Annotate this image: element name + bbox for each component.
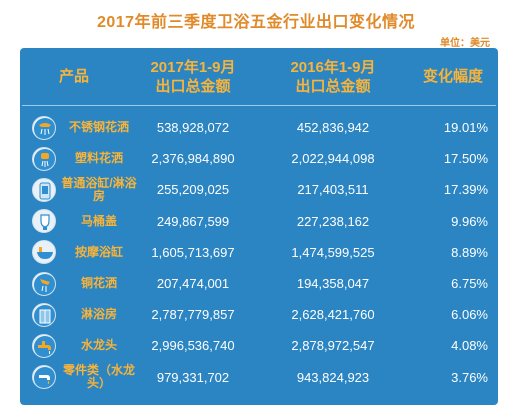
header-2016: 2016年1-9月 出口总金额	[290, 58, 376, 95]
value-2016: 2,878,972,547	[291, 338, 375, 354]
product-name: 普通浴缸/淋浴房	[61, 175, 137, 203]
copper-shower-icon	[32, 271, 56, 296]
toilet-icon	[32, 209, 56, 234]
change-value: 17.50%	[443, 151, 488, 167]
change-value: 6.06%	[451, 307, 488, 323]
value-2016: 217,403,511	[297, 182, 369, 198]
faucet-part-icon	[32, 365, 56, 390]
value-2017: 1,605,713,697	[151, 244, 235, 260]
table-row: 按摩浴缸 1,605,713,697 1,474,599,525 8.89%	[20, 237, 498, 268]
value-2016: 194,358,047	[296, 276, 370, 292]
value-2017: 2,996,536,740	[151, 338, 235, 354]
chart-title: 2017年前三季度卫浴五金行业出口变化情况	[96, 14, 416, 31]
value-2017: 2,787,779,857	[151, 307, 235, 323]
value-2016: 1,474,599,525	[291, 244, 375, 260]
product-name: 铜花洒	[80, 276, 117, 291]
value-2017: 2,376,984,890	[151, 151, 235, 167]
change-value: 8.89%	[451, 244, 488, 260]
bathtub-icon	[32, 177, 56, 202]
change-value: 4.08%	[451, 338, 488, 354]
value-2017: 979,331,702	[156, 369, 230, 385]
table-row: 铜花洒 207,474,001 194,358,047 6.75%	[20, 268, 498, 299]
change-value: 3.76%	[451, 369, 488, 385]
product-name: 零件类（水龙头）	[62, 363, 135, 391]
value-2016: 452,836,942	[296, 120, 370, 136]
value-2016: 2,628,421,760	[291, 307, 375, 323]
table-body: 不锈钢花洒 538,928,072 452,836,942 19.01% 塑料花洒 2,3…	[20, 112, 498, 393]
value-2017: 255,209,025	[156, 182, 230, 198]
change-value: 6.75%	[451, 276, 488, 292]
shower-icon	[32, 146, 56, 171]
header-product: 产品	[58, 68, 89, 85]
table-row: 不锈钢花洒 538,928,072 452,836,942 19.01%	[20, 112, 498, 143]
shower-head-icon	[32, 115, 56, 140]
unit-label: 单位：美元	[440, 38, 490, 49]
value-2016: 227,238,162	[296, 213, 370, 229]
value-2017: 249,867,599	[156, 213, 230, 229]
value-2016: 2,022,944,098	[291, 151, 375, 167]
value-2017: 207,474,001	[156, 276, 230, 292]
table-row: 马桶盖 249,867,599 227,238,162 9.96%	[20, 206, 498, 237]
value-2016: 943,824,923	[296, 369, 370, 385]
product-name: 不锈钢花洒	[68, 120, 129, 135]
product-name: 按摩浴缸	[74, 244, 123, 259]
product-name: 马桶盖	[80, 213, 117, 228]
change-value: 17.39%	[443, 182, 488, 198]
table-row: 塑料花洒 2,376,984,890 2,022,944,098 17.50%	[20, 143, 498, 174]
header-change: 变化幅度	[422, 68, 483, 85]
table-row: 零件类（水龙头） 979,331,702 943,824,923 3.76%	[20, 362, 498, 393]
faucet-icon	[32, 333, 56, 358]
shower-room-icon	[32, 302, 56, 327]
table-row: 水龙头 2,996,536,740 2,878,972,547 4.08%	[20, 330, 498, 361]
table-row: 淋浴房 2,787,779,857 2,628,421,760 6.06%	[20, 299, 498, 330]
product-name: 水龙头	[80, 338, 117, 353]
data-table: 产品 2017年1-9月 出口总金额 2016年1-9月 出口总金额 变化幅度 …	[20, 48, 498, 405]
change-value: 9.96%	[451, 213, 488, 229]
change-value: 19.01%	[443, 120, 488, 136]
massage-tub-icon	[32, 240, 56, 265]
value-2017: 538,928,072	[156, 120, 230, 136]
product-name: 淋浴房	[80, 307, 117, 322]
product-name: 塑料花洒	[74, 151, 123, 166]
header-2017: 2017年1-9月 出口总金额	[150, 58, 236, 95]
table-row: 普通浴缸/淋浴房 255,209,025 217,403,511 17.39%	[20, 174, 498, 205]
